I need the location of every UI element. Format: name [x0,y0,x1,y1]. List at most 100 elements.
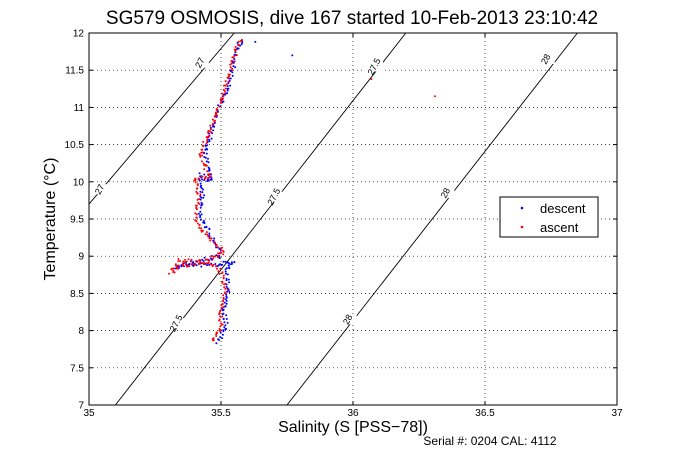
data-point-ascent [203,261,206,264]
data-point-descent [213,237,216,240]
data-point-ascent [210,131,213,134]
data-point-ascent [198,198,201,200]
data-point-descent [204,145,207,147]
data-point-descent [219,331,222,334]
data-point-descent [225,314,228,317]
data-point-ascent [187,258,190,261]
data-point-ascent [185,260,188,263]
data-point-ascent [237,40,240,43]
y-tick-label: 8 [78,326,84,337]
data-point-ascent [168,272,170,275]
y-tick-label: 9 [78,252,84,263]
data-point-ascent [200,151,203,154]
data-point-ascent [221,303,224,305]
data-point-ascent [227,76,229,79]
y-tick-label: 7 [78,401,84,412]
data-point-ascent [222,274,225,277]
data-point-ascent [217,256,219,259]
data-point-ascent [221,271,224,274]
data-point-descent [199,190,202,193]
data-point-descent [210,173,212,176]
data-point-ascent [223,84,225,87]
data-point-descent [205,147,208,150]
data-point-ascent [222,306,225,308]
data-point-ascent [182,261,185,264]
data-point-descent [225,279,228,282]
data-point-descent [197,212,200,215]
data-point-ascent [196,192,199,195]
data-point-descent [218,247,221,250]
contour-label: 27 [193,56,207,70]
contour-label-bg [536,54,555,65]
legend-marker-ascent [520,225,524,229]
data-point-ascent [198,224,201,227]
legend-label-descent: descent [540,201,586,216]
data-point-ascent [222,95,225,97]
data-point-ascent [199,154,202,157]
data-point-ascent [195,216,198,219]
data-point-descent [219,336,222,339]
data-point-descent [202,219,205,222]
data-point-ascent [197,263,200,265]
data-point-ascent [207,176,210,179]
data-point-ascent [232,56,235,59]
data-point-descent [202,188,204,191]
data-point-ascent [217,254,220,257]
data-point-descent [224,268,227,271]
contour-label-bg [264,191,283,202]
data-point-descent [234,66,237,69]
data-point-ascent [172,269,175,272]
data-point-descent [200,204,203,207]
data-point-ascent [194,178,197,180]
contour-label: 28 [341,313,355,327]
data-point-ascent [208,130,211,133]
data-point-descent [226,85,229,88]
data-point-ascent [225,83,228,86]
data-point-ascent [211,257,214,260]
data-point-descent [199,175,202,178]
data-point-descent [223,301,226,304]
data-point-descent [225,277,228,280]
data-point-ascent [204,175,207,178]
data-point-ascent [195,213,198,216]
data-point-ascent [222,296,225,299]
legend: descent ascent [499,196,599,238]
data-point-descent [232,65,235,68]
data-point-ascent [218,273,221,275]
data-point-ascent [433,95,436,98]
x-axis-label: Salinity (S [PSS−78]) [278,419,428,436]
data-point-descent [223,326,226,329]
contour-label: 27 [93,182,107,196]
contour-label-bg [338,314,357,325]
data-point-descent [202,221,205,224]
data-point-ascent [232,60,235,63]
data-point-descent [208,140,211,143]
data-point-ascent [195,190,198,193]
data-point-ascent [196,198,199,201]
data-point-ascent [200,160,203,163]
data-point-ascent [224,287,227,290]
data-point-descent [207,166,210,169]
data-point-ascent [206,138,209,141]
data-point-descent [225,327,228,330]
data-point-ascent [220,99,223,102]
data-point-descent [222,329,225,332]
data-point-ascent [205,258,208,261]
data-point-descent [180,265,183,268]
data-point-ascent [196,222,199,225]
data-point-descent [199,198,202,201]
data-point-descent [227,278,230,281]
data-point-ascent [186,265,189,268]
data-point-ascent [209,239,212,242]
data-point-ascent [195,260,198,263]
data-point-descent [203,194,206,197]
data-point-ascent [200,148,203,151]
data-point-ascent [206,170,209,173]
data-point-ascent [179,260,182,262]
data-point-ascent [218,312,221,314]
data-point-descent [222,312,225,315]
data-point-descent [219,249,222,251]
data-point-ascent [199,193,202,196]
data-point-descent [229,77,232,80]
contour-label: 28 [439,186,453,200]
